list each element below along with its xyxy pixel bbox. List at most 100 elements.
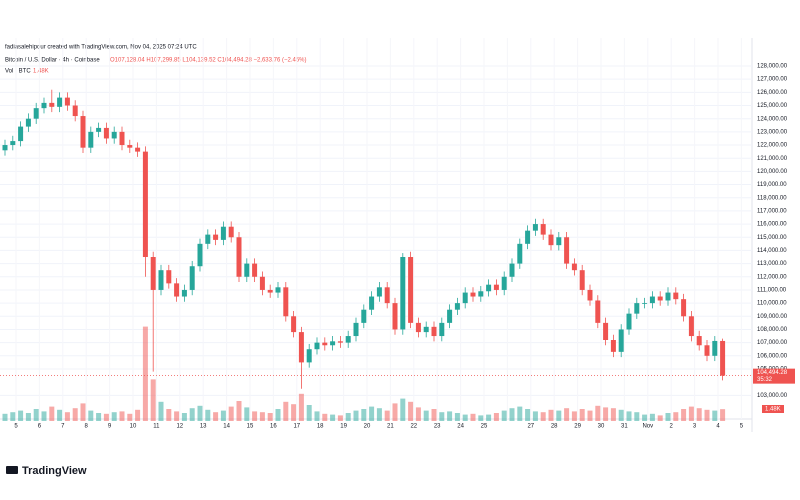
volume-bar bbox=[353, 410, 359, 421]
x-tick-label: 10 bbox=[130, 424, 137, 430]
volume-bar bbox=[571, 411, 577, 421]
candle-body bbox=[213, 234, 219, 240]
volume-bar bbox=[439, 412, 445, 421]
logo-mark bbox=[6, 466, 18, 474]
volume-bar bbox=[181, 413, 187, 421]
volume-bar bbox=[603, 407, 609, 421]
candle-body bbox=[665, 292, 671, 301]
volume-bar bbox=[688, 406, 694, 421]
x-tick-label: 11 bbox=[153, 424, 160, 430]
volume-bar bbox=[96, 413, 102, 421]
y-tick-label: 127,000.00 bbox=[757, 77, 788, 83]
x-tick-label: 19 bbox=[340, 424, 347, 430]
volume-bar bbox=[493, 413, 499, 421]
x-tick-label: Nov bbox=[642, 424, 653, 430]
volume-bar bbox=[88, 410, 94, 421]
volume-bar bbox=[626, 411, 632, 421]
candle-body bbox=[626, 313, 632, 330]
volume-title: Vol · BTC bbox=[5, 69, 31, 75]
volume-bar bbox=[462, 414, 468, 421]
candle-body bbox=[345, 336, 351, 343]
volume-bar bbox=[665, 413, 671, 421]
volume-bar bbox=[174, 411, 180, 421]
candle-body bbox=[158, 270, 164, 290]
candle-body bbox=[610, 339, 616, 352]
y-tick-label: 103,000.00 bbox=[757, 393, 788, 399]
x-tick-label: 30 bbox=[598, 424, 605, 430]
candle-body bbox=[127, 145, 133, 148]
y-tick-label: 110,000.00 bbox=[757, 301, 787, 307]
volume-bar bbox=[314, 411, 320, 421]
y-tick-label: 128,000.00 bbox=[757, 64, 788, 70]
candle-body bbox=[509, 263, 515, 277]
volume-bar bbox=[57, 409, 63, 421]
candle-body bbox=[415, 322, 421, 333]
candle-body bbox=[33, 108, 39, 119]
candle-body bbox=[150, 257, 156, 290]
candle-body bbox=[96, 127, 102, 132]
y-tick-label: 122,000.00 bbox=[757, 143, 788, 149]
candle-body bbox=[119, 131, 125, 146]
candle-body bbox=[720, 340, 726, 376]
candle-body bbox=[205, 234, 211, 244]
candle-body bbox=[548, 234, 554, 246]
candle-body bbox=[291, 316, 297, 333]
candle-body bbox=[228, 226, 234, 238]
volume-bar bbox=[283, 401, 289, 421]
candle-body bbox=[447, 309, 453, 323]
chart-title: Bitcoin / U.S. Dollar · 4h · Coinbase bbox=[5, 58, 100, 64]
last-price-label: 104,494.28 bbox=[757, 370, 788, 376]
x-tick-label: 5 bbox=[14, 424, 18, 430]
volume-bar bbox=[369, 406, 375, 421]
volume-bar bbox=[142, 326, 148, 421]
y-tick-label: 124,000.00 bbox=[757, 116, 788, 122]
x-tick-label: 5 bbox=[740, 424, 744, 430]
volume-bar bbox=[158, 401, 164, 421]
candle-body bbox=[353, 322, 359, 337]
candle-body bbox=[704, 345, 710, 356]
candle-body bbox=[197, 243, 203, 267]
candle-body bbox=[103, 127, 109, 139]
volume-bar bbox=[548, 409, 554, 421]
candle-body bbox=[642, 303, 648, 304]
x-tick-label: 13 bbox=[200, 424, 207, 430]
volume-bar bbox=[415, 407, 421, 421]
candle-body bbox=[88, 131, 94, 148]
x-tick-label: 8 bbox=[85, 424, 89, 430]
volume-bar bbox=[33, 409, 39, 421]
x-tick-label: 25 bbox=[481, 424, 488, 430]
y-tick-label: 111,000.00 bbox=[757, 288, 787, 294]
x-tick-label: 23 bbox=[434, 424, 441, 430]
candle-body bbox=[49, 102, 55, 107]
candle-body bbox=[18, 126, 24, 142]
volume-bar bbox=[298, 393, 304, 421]
volume-bar bbox=[712, 410, 718, 421]
volume-bar bbox=[72, 408, 78, 421]
volume-bar bbox=[501, 410, 507, 421]
candle-body bbox=[330, 341, 336, 346]
candle-body bbox=[595, 300, 601, 323]
candle-body bbox=[135, 147, 141, 152]
volume-bar bbox=[400, 398, 406, 421]
y-tick-label: 116,000.00 bbox=[757, 222, 787, 228]
volume-bar bbox=[267, 413, 273, 421]
candle-body bbox=[525, 230, 531, 244]
candle-body bbox=[2, 145, 8, 151]
candle-body bbox=[587, 289, 593, 301]
candle-body bbox=[72, 105, 78, 117]
volume-bar bbox=[392, 403, 398, 421]
candle-body bbox=[314, 342, 320, 350]
volume-bar bbox=[306, 405, 312, 421]
volume-bar bbox=[532, 411, 538, 421]
x-tick-label: 3 bbox=[693, 424, 697, 430]
candle-body bbox=[657, 296, 663, 301]
candle-body bbox=[267, 289, 273, 293]
candle-body bbox=[64, 97, 70, 106]
logo: TradingView bbox=[6, 465, 87, 477]
volume-bar bbox=[361, 409, 367, 421]
y-tick-label: 121,000.00 bbox=[757, 156, 788, 162]
candle-body bbox=[478, 291, 484, 297]
candle-body bbox=[486, 284, 492, 292]
candle-body bbox=[111, 131, 117, 139]
